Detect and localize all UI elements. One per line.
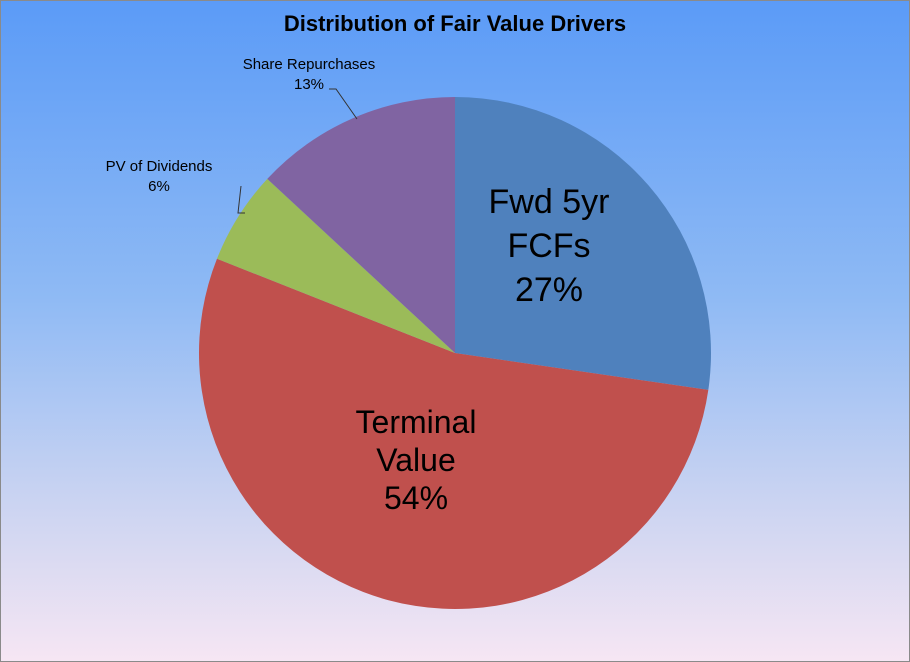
slice-percent-label: 6% [148, 178, 170, 195]
slice-label: Fwd 5yr FCFs 27% [489, 183, 610, 309]
slice-name-label: Share Repurchases [243, 56, 376, 73]
pie-slice [198, 258, 709, 610]
slice-name-label: Terminal [356, 404, 477, 440]
pie-slice [455, 97, 711, 390]
pie-slice [267, 97, 455, 353]
leader-line [329, 88, 358, 120]
slice-percent-label: 54% [384, 480, 448, 516]
slice-name-label: PV of Dividends [106, 158, 213, 175]
pie-slice [216, 178, 455, 353]
slice-percent-label: 27% [515, 271, 583, 309]
slice-label: Share Repurchases 13% [243, 56, 376, 93]
chart-title: Distribution of Fair Value Drivers [283, 11, 627, 36]
leader-line [237, 185, 245, 214]
slice-percent-label: 13% [294, 76, 324, 93]
slice-label: Terminal Value 54% [356, 404, 477, 516]
slice-name-label: Value [376, 442, 455, 478]
slice-name-label: Fwd 5yr [489, 183, 610, 221]
slice-label: PV of Dividends 6% [106, 158, 213, 195]
slice-name-label: FCFs [507, 227, 590, 265]
